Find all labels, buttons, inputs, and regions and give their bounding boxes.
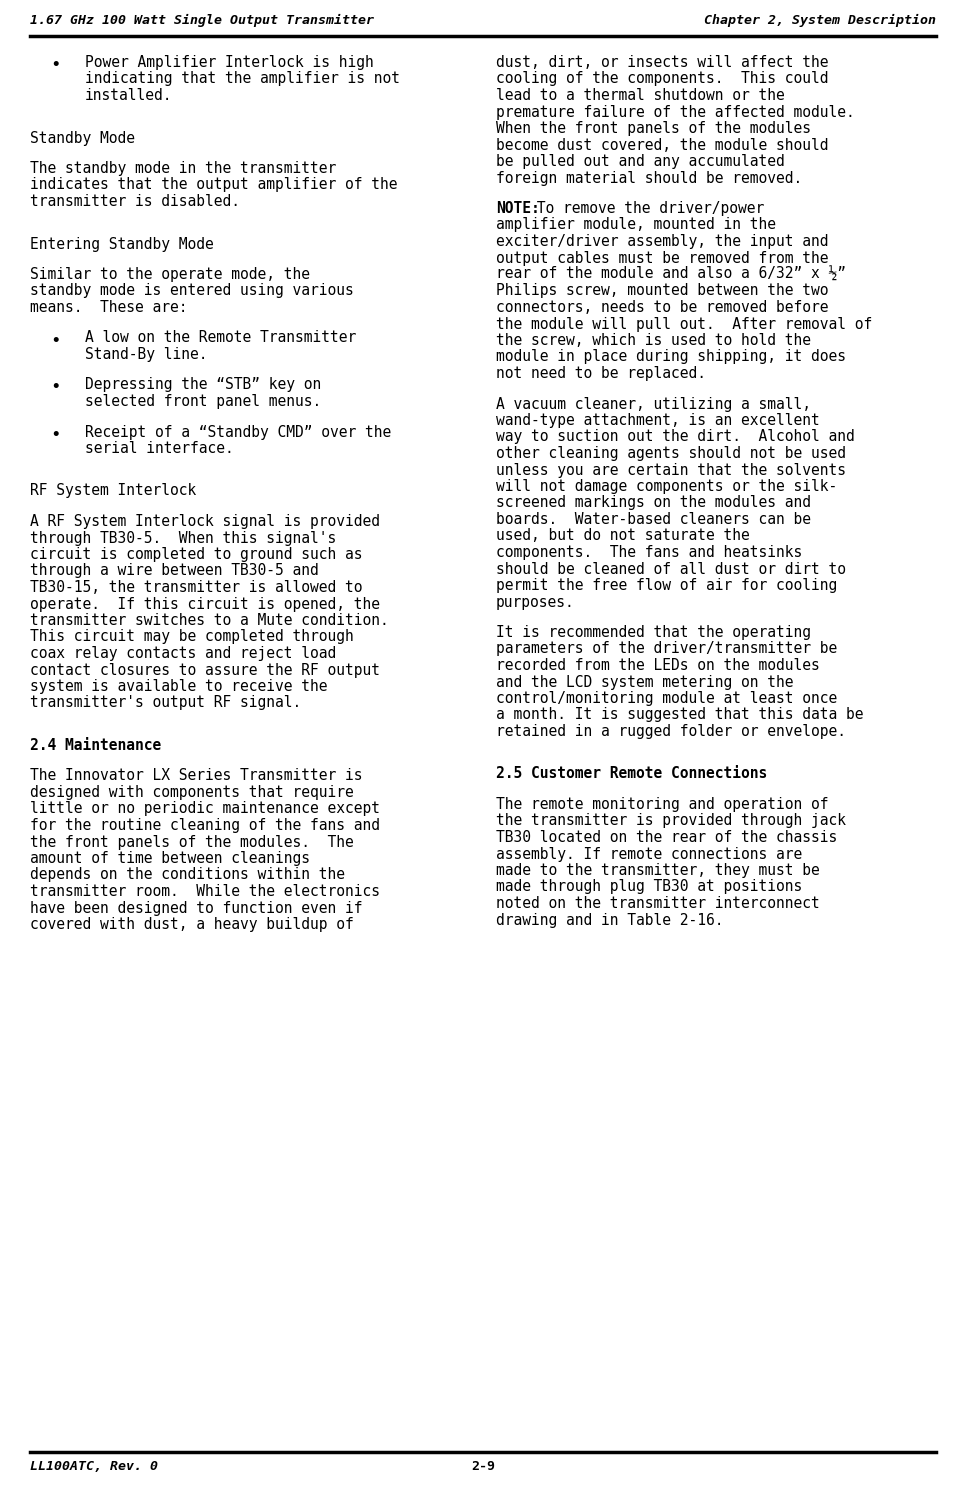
Text: should be cleaned of all dust or dirt to: should be cleaned of all dust or dirt to [496, 561, 846, 576]
Text: the module will pull out.  After removal of: the module will pull out. After removal … [496, 317, 872, 331]
Text: and the LCD system metering on the: and the LCD system metering on the [496, 675, 793, 690]
Text: premature failure of the affected module.: premature failure of the affected module… [496, 105, 855, 119]
Text: rear of the module and also a 6/32” x ½”: rear of the module and also a 6/32” x ½” [496, 267, 846, 282]
Text: •: • [50, 426, 61, 443]
Text: parameters of the driver/transmitter be: parameters of the driver/transmitter be [496, 642, 838, 657]
Text: operate.  If this circuit is opened, the: operate. If this circuit is opened, the [30, 597, 380, 612]
Text: selected front panel menus.: selected front panel menus. [85, 394, 322, 409]
Text: RF System Interlock: RF System Interlock [30, 484, 196, 499]
Text: •: • [50, 331, 61, 349]
Text: TB30 located on the rear of the chassis: TB30 located on the rear of the chassis [496, 830, 838, 845]
Text: The remote monitoring and operation of: The remote monitoring and operation of [496, 797, 829, 812]
Text: module in place during shipping, it does: module in place during shipping, it does [496, 349, 846, 364]
Text: depends on the conditions within the: depends on the conditions within the [30, 867, 345, 882]
Text: Depressing the “STB” key on: Depressing the “STB” key on [85, 378, 322, 393]
Text: This circuit may be completed through: This circuit may be completed through [30, 630, 354, 645]
Text: 2.4 Maintenance: 2.4 Maintenance [30, 738, 161, 752]
Text: connectors, needs to be removed before: connectors, needs to be removed before [496, 300, 829, 315]
Text: be pulled out and any accumulated: be pulled out and any accumulated [496, 154, 784, 169]
Text: drawing and in Table 2-16.: drawing and in Table 2-16. [496, 912, 724, 927]
Text: cooling of the components.  This could: cooling of the components. This could [496, 72, 829, 87]
Text: lead to a thermal shutdown or the: lead to a thermal shutdown or the [496, 88, 784, 103]
Text: unless you are certain that the solvents: unless you are certain that the solvents [496, 463, 846, 478]
Text: output cables must be removed from the: output cables must be removed from the [496, 251, 829, 266]
Text: covered with dust, a heavy buildup of: covered with dust, a heavy buildup of [30, 917, 354, 932]
Text: 2.5 Customer Remote Connections: 2.5 Customer Remote Connections [496, 766, 767, 781]
Text: A RF System Interlock signal is provided: A RF System Interlock signal is provided [30, 514, 380, 529]
Text: A low on the Remote Transmitter: A low on the Remote Transmitter [85, 330, 356, 345]
Text: retained in a rugged folder or envelope.: retained in a rugged folder or envelope. [496, 724, 846, 739]
Text: other cleaning agents should not be used: other cleaning agents should not be used [496, 446, 846, 461]
Text: circuit is completed to ground such as: circuit is completed to ground such as [30, 546, 362, 561]
Text: the screw, which is used to hold the: the screw, which is used to hold the [496, 333, 811, 348]
Text: Philips screw, mounted between the two: Philips screw, mounted between the two [496, 284, 829, 299]
Text: 2-9: 2-9 [471, 1460, 495, 1474]
Text: assembly. If remote connections are: assembly. If remote connections are [496, 847, 802, 861]
Text: foreign material should be removed.: foreign material should be removed. [496, 170, 802, 185]
Text: boards.  Water-based cleaners can be: boards. Water-based cleaners can be [496, 512, 811, 527]
Text: NOTE:: NOTE: [496, 202, 540, 216]
Text: transmitter switches to a Mute condition.: transmitter switches to a Mute condition… [30, 614, 388, 629]
Text: Power Amplifier Interlock is high: Power Amplifier Interlock is high [85, 55, 374, 70]
Text: little or no periodic maintenance except: little or no periodic maintenance except [30, 802, 380, 817]
Text: TB30-15, the transmitter is allowed to: TB30-15, the transmitter is allowed to [30, 579, 362, 596]
Text: means.  These are:: means. These are: [30, 300, 187, 315]
Text: recorded from the LEDs on the modules: recorded from the LEDs on the modules [496, 658, 820, 673]
Text: Entering Standby Mode: Entering Standby Mode [30, 236, 213, 251]
Text: screened markings on the modules and: screened markings on the modules and [496, 496, 811, 511]
Text: become dust covered, the module should: become dust covered, the module should [496, 137, 829, 152]
Text: contact closures to assure the RF output: contact closures to assure the RF output [30, 663, 380, 678]
Text: through a wire between TB30-5 and: through a wire between TB30-5 and [30, 563, 319, 578]
Text: have been designed to function even if: have been designed to function even if [30, 900, 362, 915]
Text: for the routine cleaning of the fans and: for the routine cleaning of the fans and [30, 818, 380, 833]
Text: transmitter's output RF signal.: transmitter's output RF signal. [30, 696, 301, 711]
Text: serial interface.: serial interface. [85, 440, 234, 455]
Text: made to the transmitter, they must be: made to the transmitter, they must be [496, 863, 820, 878]
Text: standby mode is entered using various: standby mode is entered using various [30, 284, 354, 299]
Text: through TB30-5.  When this signal's: through TB30-5. When this signal's [30, 530, 336, 545]
Text: purposes.: purposes. [496, 594, 575, 609]
Text: amplifier module, mounted in the: amplifier module, mounted in the [496, 218, 776, 233]
Text: 1.67 GHz 100 Watt Single Output Transmitter: 1.67 GHz 100 Watt Single Output Transmit… [30, 13, 374, 27]
Text: Stand-By line.: Stand-By line. [85, 346, 208, 361]
Text: Standby Mode: Standby Mode [30, 130, 135, 145]
Text: Chapter 2, System Description: Chapter 2, System Description [704, 13, 936, 27]
Text: The standby mode in the transmitter: The standby mode in the transmitter [30, 161, 336, 176]
Text: the front panels of the modules.  The: the front panels of the modules. The [30, 835, 354, 850]
Text: amount of time between cleanings: amount of time between cleanings [30, 851, 310, 866]
Text: transmitter room.  While the electronics: transmitter room. While the electronics [30, 884, 380, 899]
Text: system is available to receive the: system is available to receive the [30, 679, 327, 694]
Text: components.  The fans and heatsinks: components. The fans and heatsinks [496, 545, 802, 560]
Text: To remove the driver/power: To remove the driver/power [527, 202, 764, 216]
Text: transmitter is disabled.: transmitter is disabled. [30, 194, 240, 209]
Text: A vacuum cleaner, utilizing a small,: A vacuum cleaner, utilizing a small, [496, 397, 811, 412]
Text: indicating that the amplifier is not: indicating that the amplifier is not [85, 72, 400, 87]
Text: Similar to the operate mode, the: Similar to the operate mode, the [30, 267, 310, 282]
Text: It is recommended that the operating: It is recommended that the operating [496, 626, 811, 640]
Text: wand-type attachment, is an excellent: wand-type attachment, is an excellent [496, 414, 820, 428]
Text: made through plug TB30 at positions: made through plug TB30 at positions [496, 879, 802, 894]
Text: used, but do not saturate the: used, but do not saturate the [496, 529, 750, 543]
Text: a month. It is suggested that this data be: a month. It is suggested that this data … [496, 708, 864, 723]
Text: The Innovator LX Series Transmitter is: The Innovator LX Series Transmitter is [30, 769, 362, 784]
Text: indicates that the output amplifier of the: indicates that the output amplifier of t… [30, 178, 397, 193]
Text: LL100ATC, Rev. 0: LL100ATC, Rev. 0 [30, 1460, 158, 1474]
Text: •: • [50, 379, 61, 397]
Text: dust, dirt, or insects will affect the: dust, dirt, or insects will affect the [496, 55, 829, 70]
Text: coax relay contacts and reject load: coax relay contacts and reject load [30, 646, 336, 661]
Text: way to suction out the dirt.  Alcohol and: way to suction out the dirt. Alcohol and [496, 430, 855, 445]
Text: not need to be replaced.: not need to be replaced. [496, 366, 706, 381]
Text: will not damage components or the silk-: will not damage components or the silk- [496, 479, 838, 494]
Text: designed with components that require: designed with components that require [30, 785, 354, 800]
Text: the transmitter is provided through jack: the transmitter is provided through jack [496, 814, 846, 829]
Text: Receipt of a “Standby CMD” over the: Receipt of a “Standby CMD” over the [85, 424, 391, 439]
Text: When the front panels of the modules: When the front panels of the modules [496, 121, 811, 136]
Text: permit the free flow of air for cooling: permit the free flow of air for cooling [496, 578, 838, 593]
Text: exciter/driver assembly, the input and: exciter/driver assembly, the input and [496, 234, 829, 249]
Text: control/monitoring module at least once: control/monitoring module at least once [496, 691, 838, 706]
Text: noted on the transmitter interconnect: noted on the transmitter interconnect [496, 896, 820, 911]
Text: installed.: installed. [85, 88, 173, 103]
Text: •: • [50, 57, 61, 75]
